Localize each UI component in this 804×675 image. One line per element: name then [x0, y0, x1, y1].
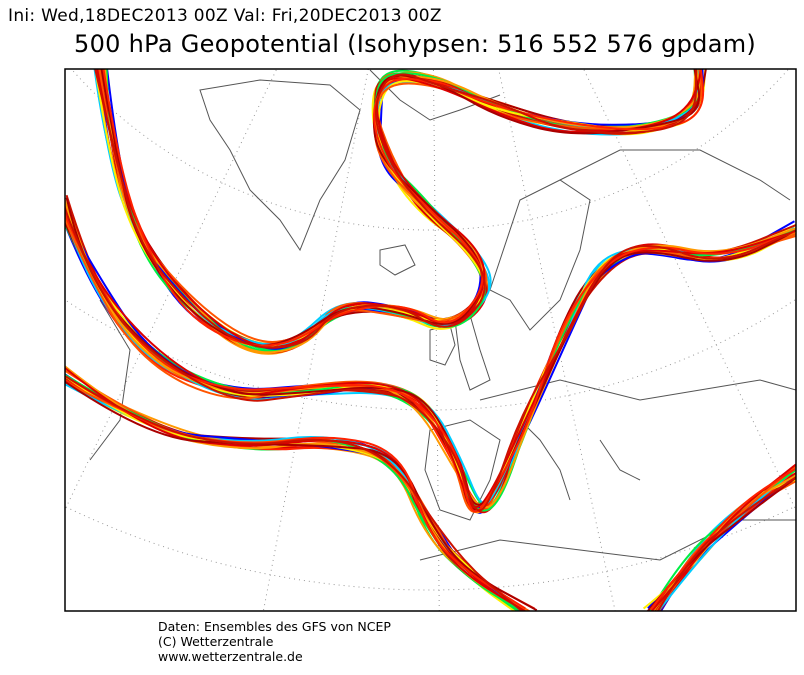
isohypse-member-576b	[652, 474, 796, 611]
isohypse-member-576	[65, 375, 524, 611]
isohypse-member-552	[65, 201, 796, 512]
isohypse-member-576	[65, 376, 527, 611]
isohypse-member-552	[65, 215, 796, 507]
chart-title: 500 hPa Geopotential (Isohypsen: 516 552…	[74, 30, 757, 58]
isohypse-member-516	[102, 69, 705, 347]
map-frame	[64, 68, 797, 612]
isohypse-member-576	[65, 374, 524, 611]
isohypse-member-576b	[657, 467, 796, 611]
init-valid-time: Ini: Wed,18DEC2013 00Z Val: Fri,20DEC201…	[8, 6, 442, 26]
isohypse-member-576	[65, 380, 538, 611]
coastlines	[89, 69, 796, 561]
credits-source: Daten: Ensembles des GFS von NCEP	[158, 619, 391, 634]
isohypse-member-552	[65, 194, 796, 509]
isohypse-member-576b	[649, 468, 796, 611]
isohypse-member-576b	[655, 473, 796, 611]
isohypse-member-576b	[659, 478, 796, 611]
isohypse-member-552	[65, 197, 796, 506]
isohypse-spaghetti	[65, 69, 796, 611]
isohypse-member-552	[65, 216, 796, 513]
isohypse-member-552	[65, 206, 794, 514]
isohypse-member-516	[98, 69, 703, 343]
isohypse-member-552	[65, 206, 796, 512]
credits-url[interactable]: www.wetterzentrale.de	[158, 649, 303, 664]
isohypse-member-516	[94, 69, 698, 349]
isohypse-member-552	[65, 197, 796, 512]
isohypse-member-552	[65, 197, 796, 509]
isohypse-member-552	[65, 203, 795, 509]
isohypse-member-576	[65, 366, 527, 611]
isohypse-member-576b	[656, 476, 796, 611]
isohypse-member-576	[65, 373, 524, 611]
isohypse-member-576	[65, 365, 528, 611]
credits: Daten: Ensembles des GFS von NCEP (C) We…	[158, 619, 391, 664]
isohypse-member-516	[98, 69, 697, 355]
isohypse-member-552	[65, 213, 796, 505]
isohypse-member-552	[65, 211, 796, 513]
isohypse-member-516	[96, 69, 703, 349]
credits-copyright: (C) Wetterzentrale	[158, 634, 274, 649]
isohypse-member-576b	[655, 479, 796, 611]
isohypse-member-576b	[653, 476, 796, 611]
